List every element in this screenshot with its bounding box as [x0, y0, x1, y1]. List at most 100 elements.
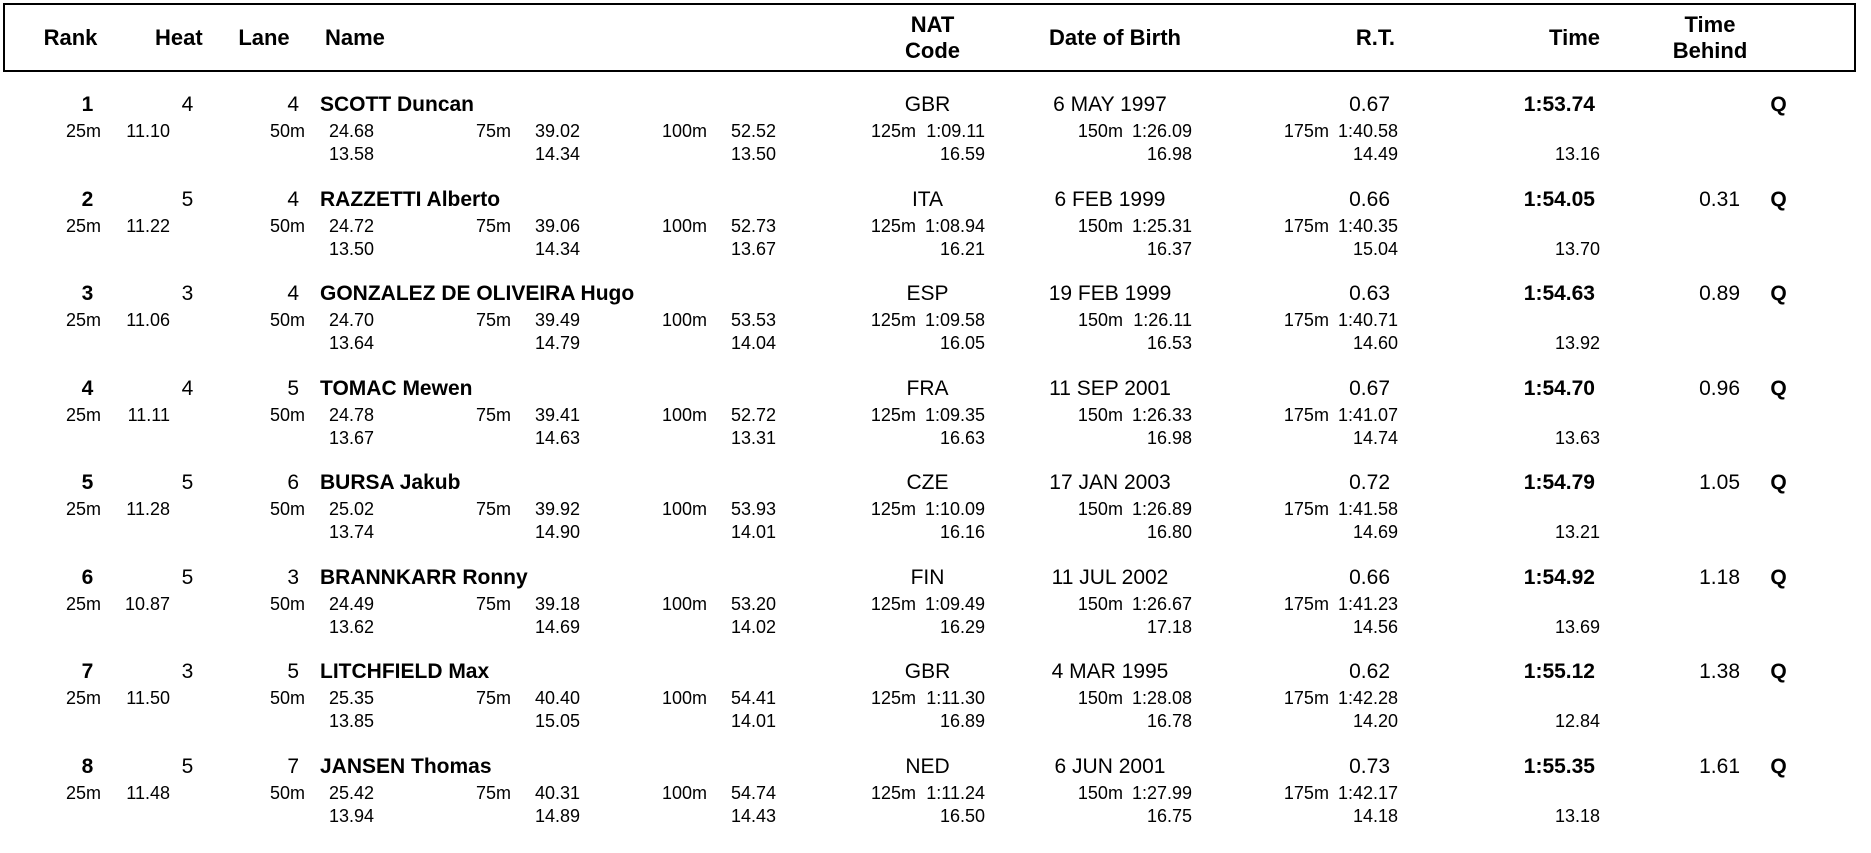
time-cell: 1:55.35: [1523, 754, 1595, 778]
split-diff-value-75m: 14.90: [534, 522, 580, 542]
split-distance-label: 25m: [65, 688, 101, 708]
heat-cell: 3: [181, 660, 194, 683]
lane-cell: 7: [287, 754, 299, 778]
split-time-value: 39.18: [534, 593, 580, 614]
split-times-row: 25m 11.50 50m 25.35 75m 40.40 100m 54.41…: [0, 686, 1871, 711]
reaction-time-cell: 0.67: [1349, 376, 1390, 400]
split-distance-label: 75m: [475, 499, 511, 519]
time-cell: 1:54.05: [1523, 187, 1595, 211]
split-diff-value-100m: 14.04: [730, 333, 776, 353]
split-time-value: 1:09.11: [926, 121, 985, 141]
dob-cell: 11 SEP 2001: [1049, 376, 1171, 400]
split-diff-value-50m: 13.94: [328, 805, 374, 826]
split-cell-175m: 175m 1:40.71: [1192, 310, 1398, 331]
split-distance-label: 25m: [65, 593, 101, 614]
time-cell: 1:55.12: [1523, 660, 1595, 683]
split-time-value: 54.41: [730, 688, 776, 708]
dob-cell: 4 MAR 1995: [1051, 660, 1169, 683]
split-cell-150m: 150m 1:25.31: [985, 216, 1192, 237]
dob-cell: 11 JUL 2002: [1051, 565, 1169, 589]
split-distance-label: 50m: [269, 121, 305, 141]
name-cell: TOMAC Mewen: [320, 376, 473, 400]
split-diff-value-100m: 13.67: [730, 238, 776, 259]
split-time-value: 1:40.71: [1337, 310, 1398, 330]
split-time-value: 1:11.30: [926, 688, 985, 708]
split-cell-175m: 175m 1:42.28: [1192, 688, 1398, 709]
split-cell-25m: 25m 11.11: [0, 405, 170, 426]
rank-cell: 3: [81, 282, 94, 305]
split-time-value: 1:10.09: [924, 499, 985, 519]
result-entry: 8 5 7 JANSEN Thomas NED 6 JUN 2001 0.73 …: [0, 733, 1871, 828]
result-entry: 4 4 5 TOMAC Mewen FRA 11 SEP 2001 0.67 1…: [0, 355, 1871, 450]
split-diff-value-175m: 14.69: [1352, 522, 1398, 542]
split-time-value: 11.06: [126, 310, 170, 330]
dob-cell: 6 FEB 1999: [1054, 187, 1166, 211]
split-distance-label: 125m: [870, 404, 916, 425]
split-time-value: 1:08.94: [924, 215, 985, 236]
time-cell: 1:54.92: [1523, 565, 1595, 589]
split-time-value: 52.52: [730, 121, 776, 141]
result-main-row: 1 4 4 SCOTT Duncan GBR 6 MAY 1997 0.67 1…: [0, 91, 1848, 119]
split-cell-150m: 150m 1:26.33: [985, 405, 1192, 426]
result-main-row: 3 3 4 GONZALEZ DE OLIVEIRA Hugo ESP 19 F…: [0, 280, 1848, 308]
reaction-time-cell: 0.62: [1349, 660, 1390, 683]
split-distance-label: 50m: [269, 499, 305, 519]
qualified-badge: Q: [1770, 754, 1787, 778]
split-distance-label: 175m: [1283, 121, 1329, 141]
split-diff-value-150m: 17.18: [1146, 616, 1192, 637]
split-distance-label: 75m: [475, 310, 511, 330]
lap-diff-value: 13.63: [1554, 427, 1600, 448]
split-time-value: 52.73: [730, 215, 776, 236]
split-diff-value-150m: 16.75: [1146, 805, 1192, 826]
split-time-value: 1:26.89: [1131, 499, 1192, 519]
split-times-row: 25m 11.06 50m 24.70 75m 39.49 100m 53.53…: [0, 308, 1871, 333]
split-distance-label: 150m: [1077, 782, 1123, 803]
split-distance-label: 125m: [870, 499, 916, 519]
split-diff-value-75m: 14.34: [534, 144, 580, 164]
split-diff-value-150m: 16.53: [1146, 333, 1192, 353]
split-time-value: 39.06: [534, 215, 580, 236]
split-time-value: 1:26.11: [1133, 310, 1192, 330]
split-times-row: 25m 11.48 50m 25.42 75m 40.31 100m 54.74…: [0, 781, 1871, 806]
split-time-value: 10.87: [124, 593, 170, 614]
result-entry: 7 3 5 LITCHFIELD Max GBR 4 MAR 1995 0.62…: [0, 638, 1871, 733]
col-header-lane: Lane: [238, 24, 290, 50]
split-diff-value-175m: 14.56: [1352, 616, 1398, 637]
lap-diff-value: 13.16: [1554, 144, 1600, 164]
split-diff-value-150m: 16.37: [1146, 238, 1192, 259]
rank-cell: 4: [81, 376, 94, 400]
nat-code-cell: FIN: [910, 565, 945, 589]
split-diff-value-175m: 15.04: [1352, 238, 1398, 259]
split-time-value: 1:27.99: [1131, 782, 1192, 803]
heat-cell: 4: [181, 93, 194, 116]
split-cell-25m: 25m 11.28: [0, 499, 170, 520]
split-diff-value-100m: 14.02: [730, 616, 776, 637]
split-distance-label: 100m: [661, 404, 707, 425]
split-time-value: 39.49: [534, 310, 580, 330]
split-distance-label: 175m: [1283, 593, 1329, 614]
lane-cell: 5: [287, 376, 299, 400]
split-distance-label: 175m: [1283, 688, 1329, 708]
split-diffs-row: 13.58 14.34 13.50 16.59 16.98 14.49 13.1…: [0, 144, 1871, 165]
split-time-value: 40.40: [534, 688, 580, 708]
col-header-name: Name: [325, 24, 385, 50]
split-times-row: 25m 11.22 50m 24.72 75m 39.06 100m 52.73…: [0, 214, 1871, 239]
split-distance-label: 100m: [661, 499, 707, 519]
split-times-row: 25m 10.87 50m 24.49 75m 39.18 100m 53.20…: [0, 592, 1871, 617]
split-distance-label: 50m: [269, 310, 305, 330]
split-cell-125m: 125m 1:09.49: [776, 594, 985, 615]
split-time-value: 54.74: [730, 782, 776, 803]
result-entry: 6 5 3 BRANNKARR Ronny FIN 11 JUL 2002 0.…: [0, 544, 1871, 639]
split-diff-value-75m: 14.63: [534, 427, 580, 448]
split-distance-label: 150m: [1077, 499, 1123, 519]
heat-cell: 5: [181, 565, 194, 589]
dob-cell: 6 JUN 2001: [1054, 754, 1166, 778]
split-diff-value-50m: 13.50: [328, 238, 374, 259]
lane-cell: 4: [287, 282, 299, 305]
split-diffs-row: 13.85 15.05 14.01 16.89 16.78 14.20 12.8…: [0, 711, 1871, 732]
rank-cell: 8: [81, 754, 94, 778]
nat-code-cell: NED: [905, 754, 950, 778]
lap-diff-value: 13.69: [1554, 616, 1600, 637]
split-distance-label: 125m: [870, 593, 916, 614]
split-cell-150m: 150m 1:26.67: [985, 594, 1192, 615]
